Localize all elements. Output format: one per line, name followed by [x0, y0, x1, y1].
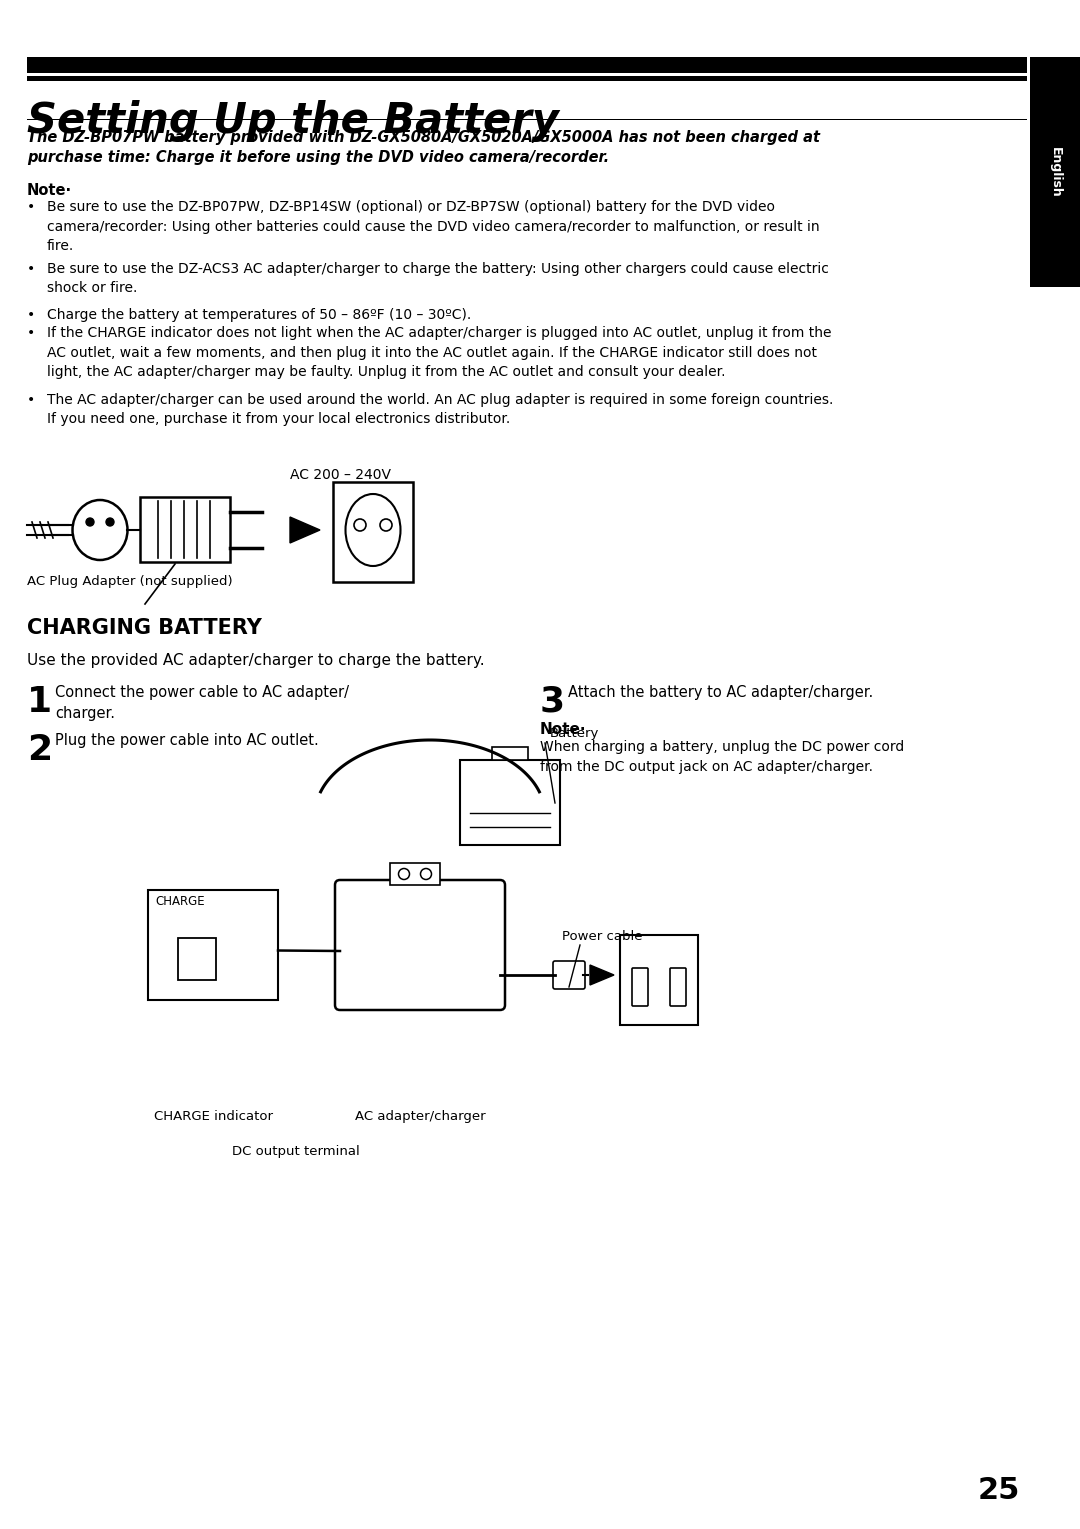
Bar — [27, 76, 1027, 81]
Bar — [390, 862, 440, 885]
Circle shape — [399, 868, 409, 879]
Bar — [140, 497, 230, 563]
Text: •: • — [27, 393, 36, 407]
Text: •: • — [27, 261, 36, 277]
Text: The AC adapter/charger can be used around the world. An AC plug adapter is requi: The AC adapter/charger can be used aroun… — [48, 393, 834, 427]
Text: Attach the battery to AC adapter/charger.: Attach the battery to AC adapter/charger… — [568, 685, 874, 700]
Text: 1: 1 — [27, 685, 52, 719]
Text: Battery: Battery — [550, 726, 599, 740]
Text: Note·: Note· — [540, 722, 586, 737]
FancyBboxPatch shape — [335, 881, 505, 1011]
Bar — [148, 890, 278, 1000]
Text: Charge the battery at temperatures of 50 – 86ºF (10 – 30ºC).: Charge the battery at temperatures of 50… — [48, 307, 471, 323]
Text: Be sure to use the DZ-ACS3 AC adapter/charger to charge the battery: Using other: Be sure to use the DZ-ACS3 AC adapter/ch… — [48, 261, 828, 295]
Bar — [620, 936, 698, 1024]
Text: Setting Up the Battery: Setting Up the Battery — [27, 99, 558, 142]
Bar — [333, 482, 413, 583]
Circle shape — [354, 518, 366, 531]
Text: CHARGING BATTERY: CHARGING BATTERY — [27, 618, 261, 638]
Text: 25: 25 — [977, 1475, 1020, 1505]
Text: 2: 2 — [27, 732, 52, 768]
Text: AC Plug Adapter (not supplied): AC Plug Adapter (not supplied) — [27, 575, 232, 589]
Text: AC 200 – 240V: AC 200 – 240V — [291, 468, 391, 482]
Circle shape — [420, 868, 432, 879]
Ellipse shape — [72, 500, 127, 560]
Text: 3: 3 — [540, 685, 565, 719]
Text: AC adapter/charger: AC adapter/charger — [354, 1110, 485, 1122]
Text: Note·: Note· — [27, 183, 72, 197]
Circle shape — [106, 518, 114, 526]
Text: •: • — [27, 200, 36, 214]
Text: CHARGE: CHARGE — [156, 894, 204, 908]
Text: Plug the power cable into AC outlet.: Plug the power cable into AC outlet. — [55, 732, 319, 748]
FancyBboxPatch shape — [553, 962, 585, 989]
FancyBboxPatch shape — [670, 968, 686, 1006]
Bar — [492, 748, 528, 760]
Text: Use the provided AC adapter/charger to charge the battery.: Use the provided AC adapter/charger to c… — [27, 653, 485, 668]
Text: When charging a battery, unplug the DC power cord
from the DC output jack on AC : When charging a battery, unplug the DC p… — [540, 740, 904, 774]
Bar — [460, 760, 561, 846]
Text: The DZ-BP07PW battery provided with DZ-GX5080A/GX5020A/GX5000A has not been char: The DZ-BP07PW battery provided with DZ-G… — [27, 130, 820, 145]
Circle shape — [86, 518, 94, 526]
Text: Connect the power cable to AC adapter/
charger.: Connect the power cable to AC adapter/ c… — [55, 685, 349, 722]
Text: DC output terminal: DC output terminal — [232, 1145, 360, 1157]
Text: If the CHARGE indicator does not light when the AC adapter/charger is plugged in: If the CHARGE indicator does not light w… — [48, 326, 832, 379]
Polygon shape — [291, 517, 320, 543]
Text: Power cable: Power cable — [562, 930, 643, 943]
Text: CHARGE indicator: CHARGE indicator — [153, 1110, 272, 1122]
Text: English: English — [1049, 147, 1062, 197]
Polygon shape — [590, 965, 615, 985]
Bar — [27, 57, 1027, 73]
FancyBboxPatch shape — [632, 968, 648, 1006]
Text: •: • — [27, 307, 36, 323]
Bar — [178, 937, 216, 980]
Text: •: • — [27, 326, 36, 339]
Bar — [1030, 57, 1080, 287]
Text: Be sure to use the DZ-BP07PW, DZ-BP14SW (optional) or DZ-BP7SW (optional) batter: Be sure to use the DZ-BP07PW, DZ-BP14SW … — [48, 200, 820, 252]
Text: purchase time: Charge it before using the DVD video camera/recorder.: purchase time: Charge it before using th… — [27, 150, 609, 165]
Circle shape — [380, 518, 392, 531]
Ellipse shape — [346, 494, 401, 566]
